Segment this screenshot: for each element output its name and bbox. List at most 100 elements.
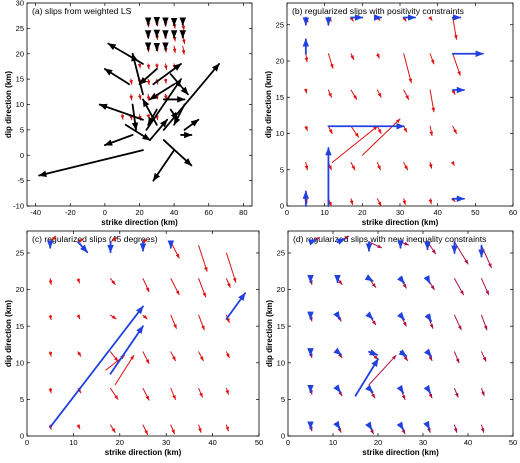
slip-arrow	[152, 149, 176, 182]
y-tick-label: 10	[16, 358, 24, 367]
slip-arrow	[354, 358, 379, 397]
plot-frame	[286, 2, 514, 207]
slip-arrow	[226, 252, 237, 283]
slip-arrow	[142, 278, 150, 293]
slip-arrow	[481, 245, 492, 269]
y-tick-label: 20	[276, 57, 284, 66]
x-tick-label: 80	[239, 208, 247, 217]
slip-arrow	[48, 314, 53, 321]
slip-arrow	[307, 238, 317, 246]
slip-arrow	[429, 125, 433, 137]
y-tick-label: 15	[16, 322, 24, 331]
slip-arrow	[304, 53, 309, 63]
x-tick-label: 30	[162, 438, 170, 447]
panel-a: -40 -20 0 20 40 60 80 -10 -5 0 5 10 15 20 25 30 strike d…	[4, 0, 253, 227]
slip-arrow	[110, 314, 117, 320]
slip-arrow	[452, 17, 458, 40]
y-tick-label: 30	[16, 0, 24, 8]
plot-frame	[26, 230, 260, 437]
slip-arrow	[48, 278, 53, 285]
x-tick-label: 40	[464, 438, 472, 447]
slip-arrow	[481, 387, 485, 397]
slip-arrow	[350, 53, 355, 61]
slip-arrow	[146, 93, 151, 101]
slip-arrow	[403, 125, 408, 133]
slip-arrow	[146, 114, 150, 120]
slip-arrow	[304, 162, 309, 171]
slip-arrow	[364, 274, 374, 282]
x-axis-label: strike direction (km)	[105, 448, 182, 457]
x-tick-label: 30	[419, 438, 427, 447]
slip-arrow	[333, 310, 341, 320]
slip-arrow	[146, 78, 151, 86]
slip-arrow	[376, 198, 382, 207]
y-tick-label: 0	[20, 432, 24, 441]
slip-arrow	[396, 311, 406, 321]
x-tick-label: 0	[25, 438, 29, 447]
slip-arrow	[107, 42, 144, 65]
slip-arrow	[76, 424, 81, 430]
panel-title: (b) regularized slips with positivity co…	[292, 6, 464, 16]
slip-arrow	[170, 351, 176, 362]
slip-arrow	[480, 424, 485, 433]
slip-arrow	[481, 278, 490, 296]
slip-arrow	[163, 63, 168, 70]
x-tick-label: 50	[509, 438, 517, 447]
slip-arrow	[454, 278, 464, 296]
slip-arrow	[452, 125, 457, 134]
y-axis-label: dip direction (km)	[265, 300, 274, 367]
slip-arrow	[333, 347, 343, 356]
slip-arrow	[333, 420, 341, 430]
slip-arrow	[225, 387, 229, 395]
slip-arrow	[396, 421, 405, 431]
slip-arrow	[170, 424, 176, 435]
slip-arrow	[429, 53, 435, 65]
slip-arrow	[98, 103, 144, 121]
y-tick-label: -10	[13, 202, 24, 211]
x-tick-label: 0	[103, 208, 107, 217]
slip-arrow	[336, 238, 346, 245]
y-tick-label: 5	[20, 125, 24, 134]
slip-arrow	[129, 78, 133, 85]
slip-arrow	[423, 348, 433, 358]
slip-arrow	[120, 114, 125, 120]
slip-arrow	[350, 89, 358, 100]
slip-arrow	[170, 278, 180, 296]
slip-arrow	[368, 354, 397, 386]
slip-arrow	[365, 421, 373, 431]
slip-arrow	[403, 162, 409, 171]
x-tick-label: 40	[170, 208, 178, 217]
slip-arrow	[376, 162, 381, 171]
slip-arrow	[152, 63, 182, 86]
slip-arrow	[424, 313, 433, 322]
slip-arrow	[110, 237, 118, 243]
slip-arrow	[169, 108, 179, 121]
slip-arrow	[368, 241, 383, 249]
slip-arrow	[226, 314, 230, 324]
slip-arrow	[403, 53, 413, 84]
y-tick-label: 5	[20, 395, 24, 404]
slip-arrow	[481, 314, 488, 331]
slip-arrow	[402, 198, 406, 206]
x-tick-label: 20	[374, 438, 382, 447]
y-tick-label: -5	[17, 176, 24, 185]
y-tick-label: 0	[20, 151, 24, 160]
slip-arrow	[429, 89, 435, 113]
y-tick-label: 0	[280, 202, 284, 211]
x-tick-label: 20	[116, 438, 124, 447]
slip-arrow	[454, 314, 462, 331]
y-tick-label: 5	[280, 165, 284, 174]
slip-arrow	[76, 278, 80, 284]
x-tick-label: 0	[286, 438, 290, 447]
slip-arrow	[428, 162, 433, 169]
y-tick-label: 10	[277, 358, 285, 367]
slip-arrow	[423, 275, 431, 284]
x-axis-label: strike direction (km)	[101, 218, 178, 227]
slip-arrow	[145, 78, 182, 131]
slip-arrow	[365, 384, 374, 393]
slip-arrow	[198, 245, 208, 272]
slip-arrow	[48, 387, 53, 394]
slip-arrow	[225, 292, 246, 320]
panel-title: (a) slips from weighted LS	[32, 6, 132, 16]
